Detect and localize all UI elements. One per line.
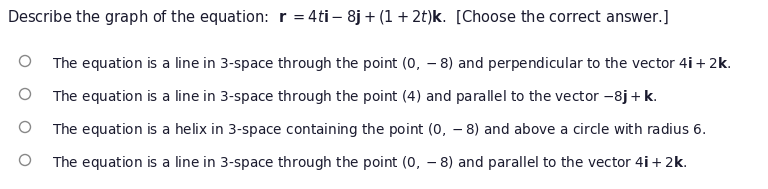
Circle shape [19, 56, 31, 67]
Text: The equation is a line in 3-space through the point $(0, -8)$ and perpendicular : The equation is a line in 3-space throug… [52, 55, 731, 73]
Circle shape [19, 154, 31, 166]
Circle shape [19, 122, 31, 132]
Circle shape [19, 88, 31, 99]
Text: Describe the graph of the equation:  $\mathbf{r}$ $= 4t\mathbf{i} - 8\mathbf{j} : Describe the graph of the equation: $\ma… [7, 8, 669, 27]
Text: The equation is a line in 3-space through the point $(4)$ and parallel to the ve: The equation is a line in 3-space throug… [52, 88, 657, 106]
Text: The equation is a helix in 3-space containing the point $(0, -8)$ and above a ci: The equation is a helix in 3-space conta… [52, 121, 707, 139]
Text: The equation is a line in 3-space through the point $(0, -8)$ and parallel to th: The equation is a line in 3-space throug… [52, 154, 687, 172]
